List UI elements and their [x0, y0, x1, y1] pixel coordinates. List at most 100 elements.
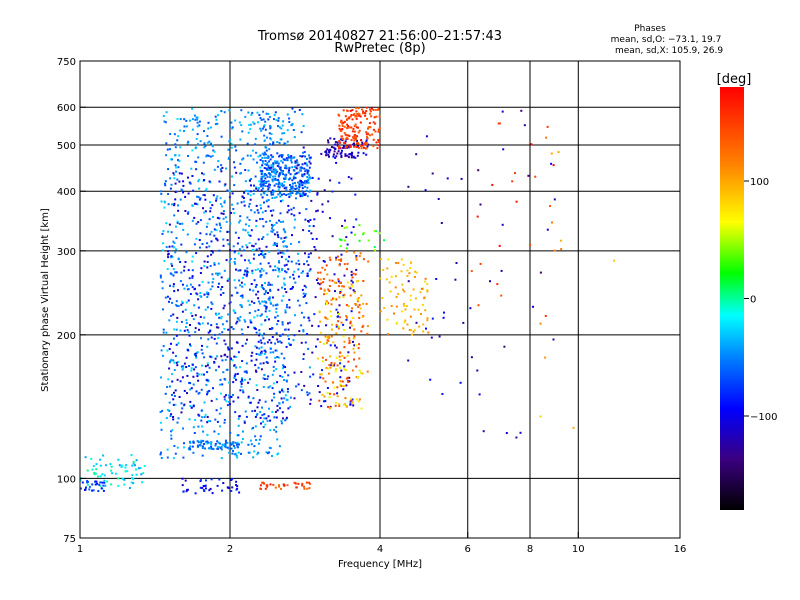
data-point-249	[199, 219, 202, 222]
data-point-900	[270, 138, 273, 141]
data-point-2516	[360, 330, 363, 333]
data-point-956	[223, 269, 226, 272]
data-point-2314	[371, 107, 373, 110]
data-point-2449	[349, 294, 352, 297]
data-point-2497	[318, 399, 321, 402]
data-point-423	[231, 452, 234, 455]
data-point-2086	[300, 371, 303, 373]
data-point-2836	[539, 271, 542, 274]
data-point-168	[168, 409, 171, 412]
data-point-2585	[356, 376, 359, 378]
data-point-2133	[323, 260, 326, 263]
data-point-2227	[329, 137, 332, 140]
data-point-2004	[294, 160, 297, 163]
x-axis-label: Frequency [MHz]	[338, 559, 422, 570]
data-point-1806	[293, 136, 296, 139]
data-point-1089	[170, 255, 173, 258]
data-point-1043	[171, 380, 174, 383]
data-point-2879	[498, 244, 501, 247]
data-point-1674	[283, 177, 285, 180]
data-point-1512	[208, 447, 211, 450]
data-point-2094	[303, 384, 306, 387]
data-point-2349	[339, 141, 341, 144]
data-point-312	[280, 237, 283, 240]
data-point-1399	[184, 210, 187, 212]
data-point-1362	[230, 294, 233, 297]
data-point-120	[234, 257, 236, 260]
data-point-880	[275, 426, 278, 429]
data-point-396	[260, 346, 263, 349]
data-point-1949	[263, 139, 266, 142]
data-point-2685	[393, 312, 395, 315]
data-point-2701	[420, 287, 423, 290]
data-point-599	[250, 113, 253, 116]
data-point-1520	[286, 159, 289, 162]
data-point-977	[203, 401, 206, 404]
data-point-1207	[241, 294, 244, 297]
data-point-2790	[216, 484, 219, 487]
data-point-2668	[402, 288, 404, 291]
data-point-1678	[304, 182, 307, 185]
data-point-2008	[351, 398, 354, 401]
colorbar-tick-label-1: 0	[750, 295, 756, 306]
data-point-692	[192, 318, 195, 321]
data-point-781	[201, 364, 203, 367]
data-point-998	[223, 339, 226, 342]
data-point-2656	[390, 305, 393, 307]
data-point-829	[233, 161, 235, 164]
data-point-849	[173, 173, 176, 176]
data-point-2109	[331, 190, 334, 193]
data-point-2430	[328, 372, 330, 375]
data-point-1734	[289, 192, 292, 195]
data-point-2059	[313, 218, 316, 221]
data-point-2463	[324, 380, 327, 383]
data-point-1023	[168, 223, 171, 226]
data-point-805	[281, 367, 284, 370]
data-point-2070	[316, 192, 319, 195]
data-point-1826	[263, 134, 266, 137]
data-point-2219	[330, 146, 333, 148]
data-point-2034	[352, 289, 355, 292]
data-point-1017	[227, 346, 229, 349]
data-point-169	[282, 252, 285, 255]
data-point-2353	[342, 109, 345, 112]
data-point-2029	[310, 232, 313, 235]
data-point-1293	[293, 397, 296, 400]
data-point-2484	[322, 278, 325, 280]
data-point-1900	[272, 269, 275, 272]
data-point-2757	[282, 483, 285, 486]
data-point-1038	[283, 365, 285, 368]
data-point-361	[227, 148, 230, 151]
data-point-1984	[263, 181, 266, 183]
data-point-1878	[288, 196, 291, 198]
data-point-1337	[235, 378, 237, 381]
data-point-225	[205, 225, 208, 228]
data-point-762	[170, 434, 173, 437]
data-point-1534	[298, 188, 300, 191]
data-point-1245	[264, 319, 267, 322]
data-point-1347	[226, 404, 229, 407]
data-point-2082	[334, 157, 337, 159]
data-point-358	[278, 356, 281, 359]
data-point-1300	[254, 369, 257, 372]
data-point-2359	[355, 117, 358, 120]
data-point-529	[284, 309, 287, 312]
data-point-357	[187, 331, 190, 334]
data-point-229	[250, 178, 253, 180]
data-point-2343	[355, 115, 358, 118]
data-point-723	[173, 246, 176, 249]
data-point-1303	[266, 341, 269, 344]
data-point-274	[191, 260, 194, 263]
data-point-1227	[225, 394, 227, 397]
data-point-1934	[286, 249, 289, 252]
data-point-1359	[197, 298, 200, 301]
data-point-2543	[329, 366, 332, 369]
data-point-2364	[360, 147, 363, 150]
data-point-2813	[440, 222, 443, 224]
data-point-1957	[308, 366, 311, 369]
data-point-1391	[236, 242, 239, 245]
data-point-598	[207, 127, 210, 130]
data-point-1243	[172, 403, 175, 406]
data-point-742	[258, 353, 261, 356]
data-point-1296	[193, 216, 196, 219]
